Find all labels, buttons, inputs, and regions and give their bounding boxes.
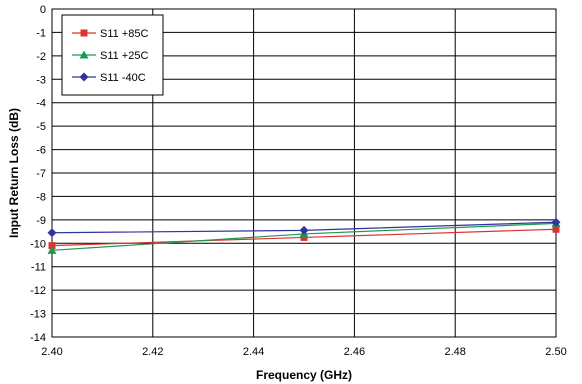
x-axis-label: Frequency (GHz) — [256, 368, 352, 382]
y-tick-label: -5 — [36, 121, 46, 133]
y-tick-label: -2 — [36, 51, 46, 63]
legend: S11 +85C S11 +25C S11 -40C — [61, 14, 164, 96]
y-axis-label: Input Return Loss (dB) — [7, 108, 21, 238]
y-tick-label: -3 — [36, 74, 46, 86]
data-point — [300, 233, 308, 241]
plot-area — [51, 8, 557, 338]
y-tick-label: -7 — [36, 168, 46, 180]
y-tick-label: -9 — [36, 215, 46, 227]
legend-label: S11 +25C — [100, 50, 148, 62]
data-point — [551, 217, 561, 227]
legend-label: S11 +85C — [100, 28, 148, 40]
legend-marker — [80, 29, 88, 37]
data-point — [552, 225, 560, 233]
y-tick-label: -8 — [36, 191, 46, 203]
x-tick-labels: 2.40 2.42 2.44 2.46 2.48 2.50 — [41, 346, 566, 358]
y-tick-label: -1 — [36, 27, 46, 39]
legend-item: S11 -40C — [72, 72, 146, 84]
y-tick-label: -6 — [36, 145, 46, 157]
legend-label: S11 -40C — [100, 72, 146, 84]
series-3 — [47, 217, 561, 238]
x-tick-label: 2.44 — [243, 346, 264, 358]
legend-item: S11 +25C — [72, 50, 148, 62]
x-tick-label: 2.46 — [344, 346, 365, 358]
y-tick-label: -4 — [36, 98, 46, 110]
legend-marker — [79, 72, 89, 82]
legend-marker — [79, 50, 89, 59]
data-point — [47, 228, 57, 238]
y-tick-label: 0 — [40, 4, 46, 16]
data-point — [299, 225, 309, 235]
y-tick-label: -12 — [30, 285, 46, 297]
y-tick-labels: 0 -1 -2 -3 -4 -5 -6 -7 -8 -9 -10 -11 -12 -13 -14 — [30, 4, 46, 344]
series-1 — [48, 225, 560, 250]
data-point — [47, 245, 57, 254]
x-tick-label: 2.42 — [142, 346, 163, 358]
y-tick-label: -11 — [31, 262, 46, 274]
x-tick-label: 2.48 — [444, 346, 465, 358]
y-tick-label: -13 — [30, 309, 46, 321]
legend-item: S11 +85C — [72, 28, 148, 40]
data-point — [48, 242, 56, 250]
y-tick-label: -14 — [30, 332, 46, 344]
x-tick-label: 2.40 — [41, 346, 62, 358]
series — [47, 217, 561, 254]
x-tick-label: 2.50 — [545, 346, 566, 358]
y-tick-label: -10 — [30, 238, 46, 250]
